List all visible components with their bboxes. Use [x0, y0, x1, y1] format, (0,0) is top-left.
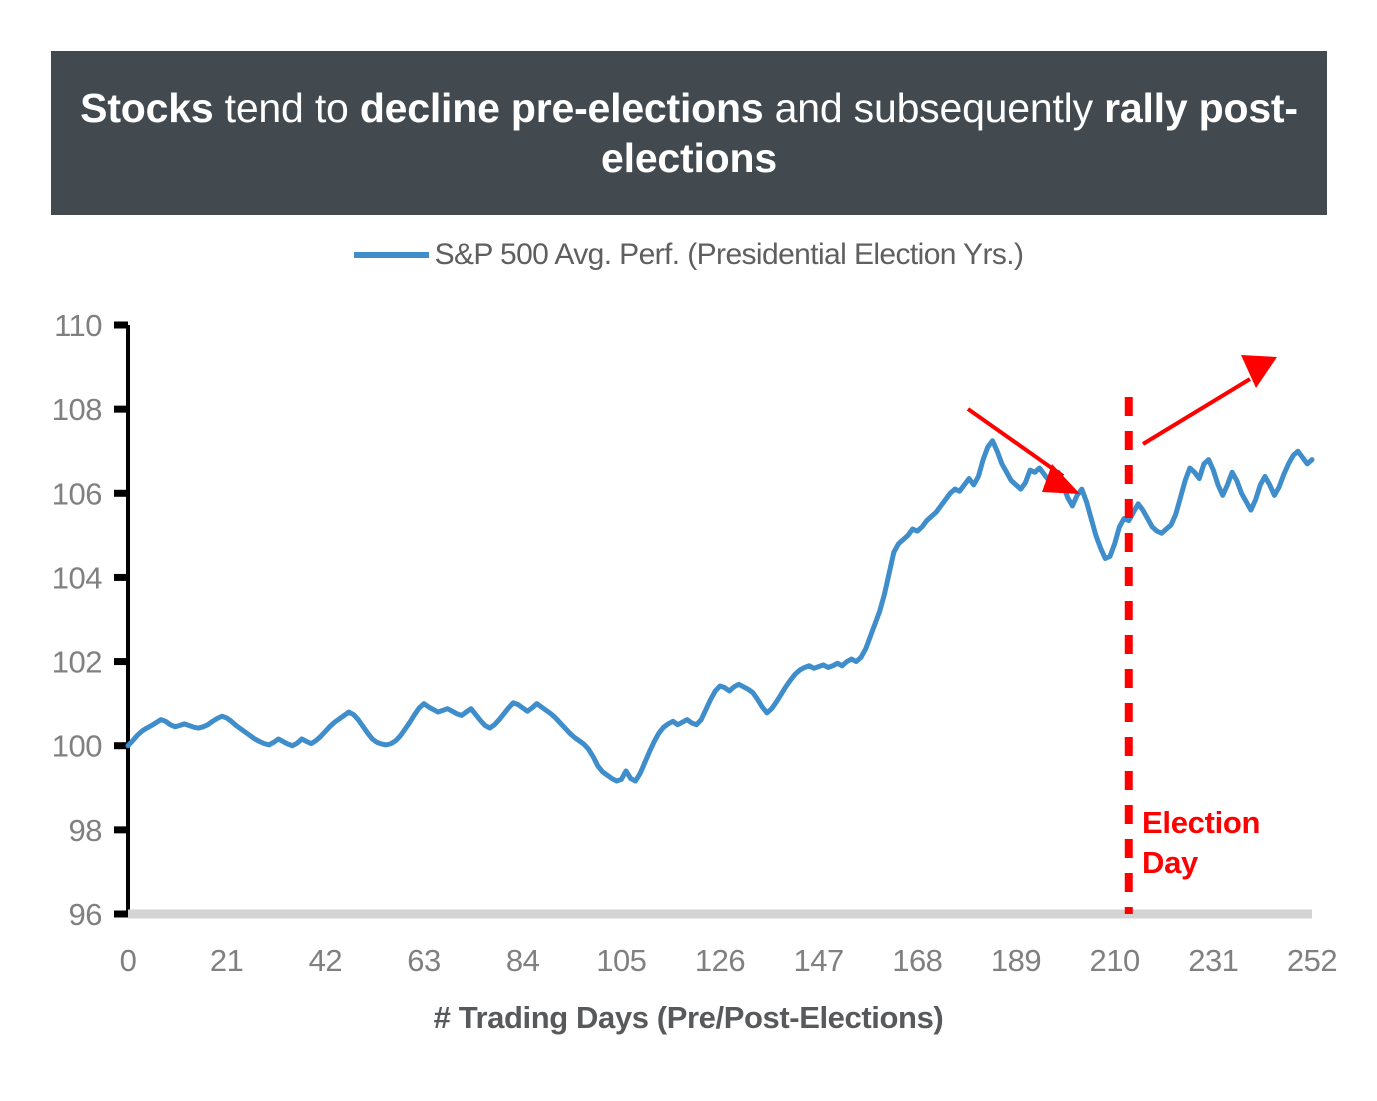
- chart-legend: S&P 500 Avg. Perf. (Presidential Electio…: [0, 238, 1377, 272]
- x-axis-tick-label: 126: [695, 943, 745, 978]
- y-axis-ticks: [114, 321, 128, 918]
- x-axis-tick-label: 168: [892, 943, 942, 978]
- legend-item-label: S&P 500 Avg. Perf. (Presidential Electio…: [434, 238, 1024, 271]
- x-axis-tick-label: 0: [120, 943, 137, 978]
- legend-line-swatch: [353, 252, 429, 258]
- election-day-label-line1: Election: [1142, 805, 1260, 840]
- y-axis-tick-label: 98: [69, 813, 102, 848]
- y-axis-tick-label: 96: [69, 897, 102, 932]
- page-title: Stocks tend to decline pre-elections and…: [80, 84, 1298, 181]
- x-axis-tick-labels: 0 21 42 63 84 105 126 147 168 189 210 231 252: [120, 943, 1338, 978]
- line-chart: 96 98 100 102 104 106 108 110 0 21 42 63 84 105 126 14…: [52, 308, 1338, 978]
- y-axis-tick-label: 108: [52, 392, 102, 427]
- decline-arrow: [966, 407, 1080, 494]
- x-axis-tick-label: 252: [1287, 943, 1337, 978]
- y-axis-tick-labels: 96 98 100 102 104 106 108 110: [52, 308, 103, 932]
- election-day-label-line2: Day: [1142, 845, 1199, 880]
- y-axis-tick-label: 110: [54, 308, 102, 343]
- series-line-sp500: [125, 438, 1315, 784]
- x-axis-tick-label: 147: [794, 943, 844, 978]
- x-axis-tick-label: 189: [991, 943, 1041, 978]
- x-axis-tick-label: 210: [1090, 943, 1140, 978]
- header-banner: Stocks tend to decline pre-elections and…: [51, 51, 1327, 215]
- x-axis-tick-label: 231: [1188, 943, 1238, 978]
- x-axis-tick-label: 42: [309, 943, 342, 978]
- x-axis-tick-label: 105: [596, 943, 646, 978]
- y-axis-tick-label: 104: [52, 560, 102, 595]
- y-axis-tick-label: 106: [52, 476, 102, 511]
- x-axis-tick-label: 84: [506, 943, 540, 978]
- x-axis-tick-label: 63: [407, 943, 440, 978]
- x-axis-tick-label: 21: [210, 943, 243, 978]
- x-axis-title: # Trading Days (Pre/Post-Elections): [433, 1000, 944, 1035]
- rally-arrow: [1141, 355, 1277, 446]
- x-axis-title-wrap: # Trading Days (Pre/Post-Elections): [0, 1000, 1377, 1036]
- y-axis-tick-label: 102: [52, 645, 102, 680]
- y-axis-tick-label: 100: [52, 729, 102, 764]
- chart-container: 96 98 100 102 104 106 108 110 0 21 42 63 84 105 126 14…: [0, 296, 1377, 996]
